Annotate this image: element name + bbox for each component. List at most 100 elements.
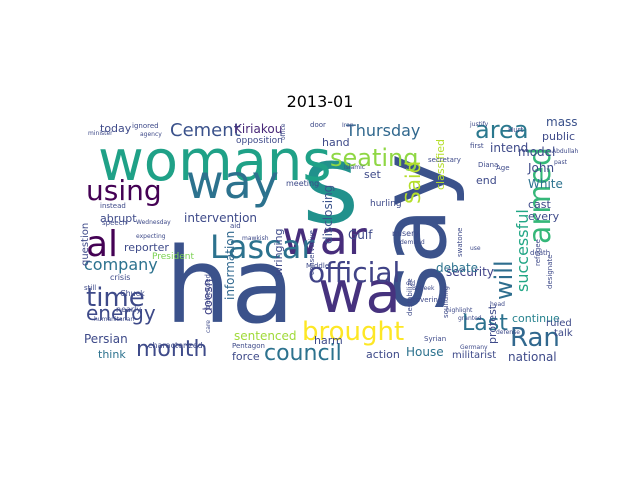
cloud-word: Age <box>496 164 510 172</box>
cloud-word: President <box>152 252 194 262</box>
cloud-background <box>80 118 580 368</box>
cloud-word: Diana <box>478 161 498 169</box>
cloud-word: still <box>84 284 96 292</box>
cloud-word: action <box>366 348 400 361</box>
cloud-word: reporter <box>124 241 169 254</box>
cloud-word: past <box>554 159 568 166</box>
cloud-word: instead <box>100 202 126 210</box>
cloud-word: militarist <box>452 350 496 361</box>
cloud-word: will <box>490 260 518 300</box>
cloud-word: Baheek <box>412 285 435 292</box>
cloud-word: end <box>476 174 497 187</box>
cloud-word: successful <box>513 209 532 292</box>
cloud-word: s <box>302 120 359 248</box>
cloud-word: brought <box>302 317 404 347</box>
cloud-word: seating <box>330 144 419 172</box>
cloud-word: aid <box>230 222 241 230</box>
cloud-word: wa <box>318 258 401 326</box>
cloud-word: office <box>280 123 287 140</box>
cloud-word: al <box>86 224 118 265</box>
cloud-word: granted <box>458 315 482 322</box>
cloud-word: womans <box>98 129 332 194</box>
cloud-word: Hurt <box>508 126 524 134</box>
cloud-word: official <box>308 256 400 289</box>
cloud-word: Syrian <box>424 335 446 343</box>
cloud-word: death <box>530 249 550 257</box>
cloud-word: characterized <box>148 341 203 350</box>
cloud-word: White <box>528 177 563 191</box>
cloud-word: ha <box>165 225 295 347</box>
cloud-word: care <box>205 320 212 333</box>
cloud-word: conservative <box>308 230 316 275</box>
cloud-word: national <box>508 350 557 364</box>
cloud-word: mawkish <box>242 235 269 242</box>
cloud-word: nearly <box>116 305 141 314</box>
cloud-word: hand <box>322 136 350 149</box>
cloud-word: Kiriakou <box>234 122 282 136</box>
cloud-word: Pentagon <box>232 342 265 350</box>
cloud-word: swatone <box>456 228 464 257</box>
cloud-word: harm <box>314 334 343 347</box>
cloud-word: crisis <box>110 273 130 282</box>
cloud-word: justify <box>469 121 489 128</box>
cloud-word: say <box>360 153 467 312</box>
cloud-word: beheaded <box>204 274 212 309</box>
cloud-word: meeting <box>286 179 319 188</box>
cloud-word: sentenced <box>234 329 297 343</box>
cloud-word: Middle <box>306 262 329 270</box>
cloud-word: Chuck <box>120 289 145 298</box>
cloud-word: demand <box>400 239 425 246</box>
cloud-word: war <box>282 211 367 265</box>
cloud-word: area <box>475 116 529 144</box>
cloud-word: covering <box>412 296 442 304</box>
cloud-word: time <box>86 283 145 313</box>
cloud-word: agency <box>140 131 162 138</box>
cloud-word: question <box>80 223 91 266</box>
cloud-word: designate <box>546 254 554 289</box>
cloud-word: Last <box>462 311 508 336</box>
cloud-word: continue <box>512 312 560 325</box>
cloud-word: head <box>490 301 505 308</box>
cloud-word: Abdullah <box>552 148 579 155</box>
cloud-word: think <box>98 348 126 361</box>
cloud-word: Lascar <box>210 228 315 266</box>
cloud-word: mass <box>546 115 578 129</box>
cloud-word: expecting <box>136 233 166 240</box>
cloud-word: information <box>223 231 237 300</box>
cloud-word: doesn <box>201 279 215 315</box>
cloud-word: public <box>542 130 575 143</box>
cloud-word: Iran <box>342 122 354 129</box>
cloud-word: wringing <box>272 228 285 276</box>
cloud-word: old <box>406 280 415 287</box>
cloud-word: intend <box>490 141 528 155</box>
cloud-word: minister <box>88 130 113 137</box>
cloud-word: Ran <box>510 323 560 353</box>
cloud-word: every <box>528 210 560 223</box>
cloud-word: force <box>232 350 260 363</box>
cloud-word: cast <box>528 198 552 211</box>
cloud-word: classified <box>434 139 447 190</box>
cloud-word: Said <box>401 161 425 204</box>
cloud-word: highlight <box>446 307 473 314</box>
cloud-word: debate <box>436 261 478 275</box>
cloud-word: council <box>264 341 342 366</box>
cloud-word: Wednesday <box>136 219 171 226</box>
cloud-word: abrupt <box>100 212 137 225</box>
cloud-word: first <box>470 142 484 150</box>
cloud-word: using <box>86 174 162 207</box>
cloud-word: opposition <box>236 136 283 146</box>
cloud-word: Persian <box>84 332 128 346</box>
cloud-word: refugee <box>534 239 542 266</box>
cloud-word: security <box>446 265 494 279</box>
cloud-word: talk <box>554 328 573 339</box>
cloud-word: Islamic <box>344 164 365 171</box>
cloud-word: armed <box>523 147 558 244</box>
cloud-word: House <box>406 345 444 359</box>
cloud-word: John <box>527 161 554 175</box>
cloud-word: disclosing <box>321 185 335 244</box>
cloud-word: ruled <box>546 318 572 329</box>
cloud-word: model <box>518 145 555 159</box>
cloud-word: Thursday <box>345 121 420 140</box>
cloud-word: month <box>136 337 207 362</box>
cloud-word: humanitarian <box>94 316 134 323</box>
